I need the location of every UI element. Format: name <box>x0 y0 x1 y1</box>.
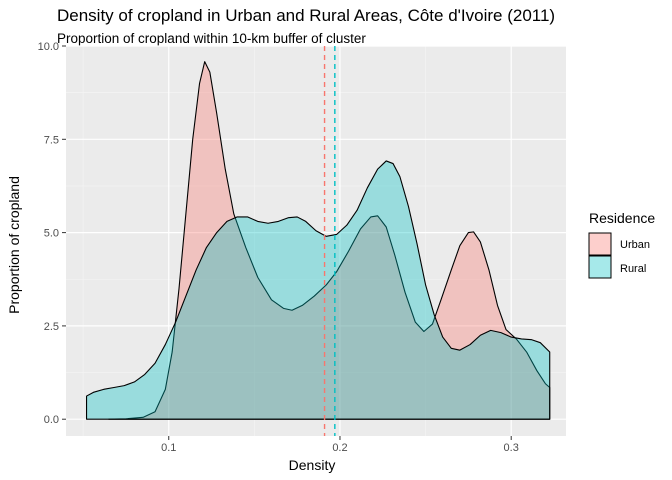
x-axis-title: Density <box>289 457 336 473</box>
y-axis-title: Proportion of cropland <box>6 176 22 314</box>
y-tick-label: 10.0 <box>38 41 59 53</box>
y-tick-label: 5.0 <box>44 228 59 240</box>
y-tick-label: 0.0 <box>44 414 59 426</box>
plot-area: 0.1 0.2 0.3 0.0 2.5 5.0 7.5 10.0 <box>38 41 566 454</box>
legend-label-urban: Urban <box>620 239 650 251</box>
chart-title: Density of cropland in Urban and Rural A… <box>57 6 555 25</box>
legend: Residence Urban Rural <box>588 210 655 279</box>
chart-subtitle: Proportion of cropland within 10-km buff… <box>57 31 366 46</box>
x-tick-label: 0.2 <box>332 442 347 454</box>
y-tick-label: 7.5 <box>44 134 59 146</box>
legend-label-rural: Rural <box>620 263 646 275</box>
legend-title: Residence <box>589 210 655 226</box>
x-tick-label: 0.1 <box>161 442 176 454</box>
x-tick-label: 0.3 <box>504 442 519 454</box>
legend-key-urban <box>588 232 612 256</box>
density-area-rural <box>86 160 551 420</box>
y-tick-label: 2.5 <box>44 321 59 333</box>
panel-background <box>66 46 566 436</box>
legend-key-rural <box>588 255 612 279</box>
